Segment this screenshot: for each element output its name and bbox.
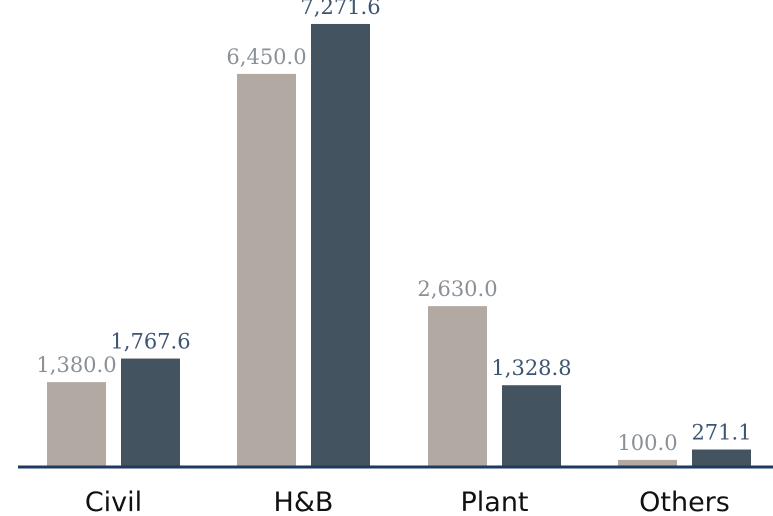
value-label: 1,328.8 bbox=[491, 356, 571, 380]
category-label: Others bbox=[639, 487, 730, 516]
category-labels-layer: Civil H&B Plant Others bbox=[85, 487, 730, 516]
value-label: 2,630.0 bbox=[417, 277, 497, 301]
value-labels-layer: 1,380.01,767.6 6,450.0 7,271.6 2,630.0 1,328… bbox=[36, 0, 751, 455]
bar-others-series-2 bbox=[692, 449, 751, 466]
bar-others-series-1 bbox=[618, 459, 677, 466]
bar-h-b-series-2 bbox=[311, 23, 370, 467]
value-label: 271.1 bbox=[691, 421, 751, 445]
bar-civil-series-1 bbox=[47, 382, 106, 466]
category-label: Plant bbox=[460, 487, 528, 516]
category-label: H&B bbox=[274, 487, 334, 516]
bar-h-b-series-1 bbox=[237, 73, 296, 466]
bar-plant-series-1 bbox=[428, 306, 487, 466]
bar-plant-series-2 bbox=[502, 385, 561, 466]
value-label: 6,450.0 bbox=[226, 45, 306, 69]
bars-layer bbox=[47, 23, 751, 467]
value-label: 100.0 bbox=[617, 431, 677, 455]
value-label: 7,271.6 bbox=[300, 0, 380, 19]
category-label: Civil bbox=[85, 487, 142, 516]
bar-civil-series-2 bbox=[121, 358, 180, 466]
value-label: 1,380.0 bbox=[36, 353, 116, 377]
value-label: 1,767.6 bbox=[110, 330, 190, 354]
